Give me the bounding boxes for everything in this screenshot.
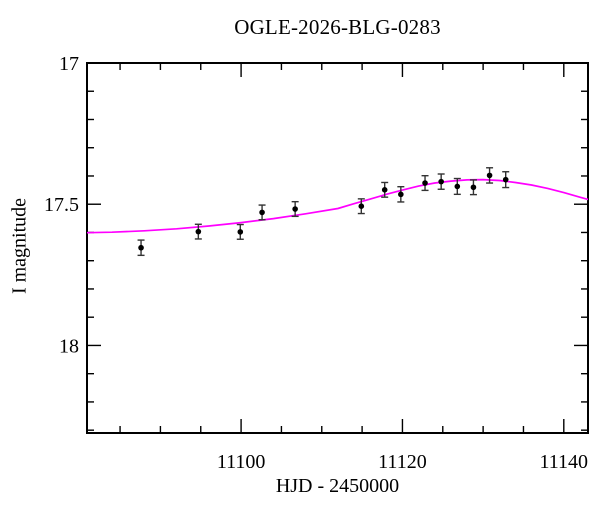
x-axis-title: HJD - 2450000 xyxy=(275,475,400,497)
data-point xyxy=(195,228,202,235)
y-axis-title: I magnitude xyxy=(8,197,31,295)
x-tick-label: 11100 xyxy=(217,451,266,473)
data-point xyxy=(438,178,444,185)
data-point xyxy=(470,184,477,191)
data-point xyxy=(486,172,493,179)
data-point xyxy=(502,176,509,183)
data-point xyxy=(259,209,265,216)
y-tick-label: 17.5 xyxy=(44,194,79,216)
data-point xyxy=(454,183,461,190)
chart-title: OGLE-2026-BLG-0283 xyxy=(234,15,441,39)
data-point xyxy=(358,203,365,209)
data-point xyxy=(422,180,428,186)
y-tick-label: 17 xyxy=(59,53,79,75)
data-point xyxy=(398,191,404,198)
data-point xyxy=(237,229,244,235)
model-curve xyxy=(86,178,589,234)
plot-frame xyxy=(86,62,589,434)
data-point xyxy=(292,206,298,212)
y-tick-label: 18 xyxy=(59,335,79,357)
data-point xyxy=(138,244,144,251)
data-point xyxy=(381,187,388,193)
x-tick-label: 11120 xyxy=(378,451,427,473)
x-tick-label: 11140 xyxy=(540,451,589,473)
